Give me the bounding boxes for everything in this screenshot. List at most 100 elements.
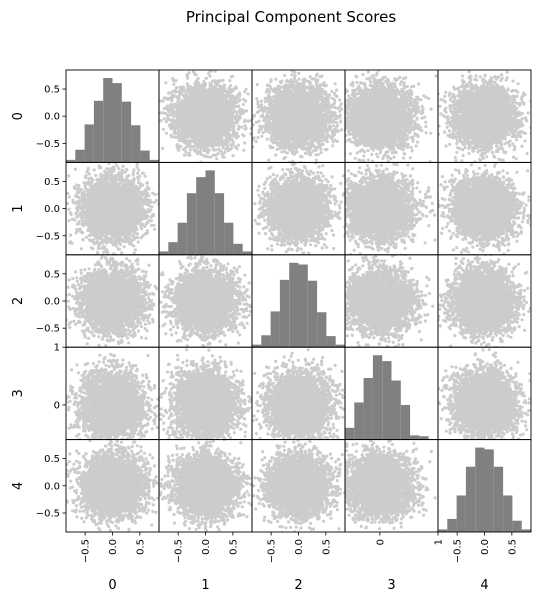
hist-bar-3-4 [382, 361, 392, 440]
panel-0-2 [251, 69, 346, 163]
x-axis-label-4: 4 [480, 578, 488, 593]
hist-bar-0-5 [112, 83, 122, 163]
hist-bar-0-9 [149, 159, 159, 163]
hist-bar-2-1 [261, 335, 271, 348]
hist-bar-0-0 [66, 159, 76, 163]
axis-labels: −0.5 0.0 0.5 0 −0.5 0.0 0.5 1 −0.5 0.0 0.5 2 0 1 3 −0.5… [11, 85, 518, 593]
scatter-points-0-2 [252, 70, 345, 163]
y-tick-label: 0.5 [44, 454, 60, 465]
y-axis-label-2: 2 [11, 297, 26, 305]
hist-bar-1-5 [205, 170, 215, 255]
panel-4-4 [437, 439, 532, 533]
scatter-points-4-1 [159, 439, 252, 533]
x-tick-label: −0.5 [174, 539, 185, 563]
scatter-points-4-3 [345, 439, 438, 533]
panel-1-1 [158, 161, 253, 256]
y-tick-label: 0 [54, 400, 60, 411]
scatter-points-4-0 [66, 439, 159, 533]
scatter-points-1-2 [252, 162, 345, 255]
hist-bar-1-0 [159, 251, 169, 255]
hist-bar-2-0 [252, 344, 262, 348]
scatter-points-1-0 [66, 162, 159, 255]
x-tick-label: 0.5 [507, 539, 518, 555]
hist-bar-1-9 [242, 251, 252, 255]
x-tick-label: 0 [375, 539, 386, 545]
y-tick-label: 0.0 [44, 481, 60, 492]
hist-bar-3-2 [363, 377, 373, 440]
hist-bar-2-4 [289, 262, 299, 348]
scatter-points-2-1 [159, 254, 252, 348]
panel-4-2 [251, 439, 346, 533]
x-tick-label: 0.0 [201, 539, 212, 555]
hist-bar-4-4 [475, 447, 485, 532]
hist-bar-4-9 [521, 529, 531, 532]
scatter-points-3-4 [438, 348, 531, 440]
chart-title: Principal Component Scores [186, 8, 397, 26]
y-tick-label: −0.5 [36, 139, 60, 150]
hist-bar-2-7 [317, 312, 327, 348]
x-axis-label-3: 3 [387, 578, 395, 593]
y-tick-label: 0.5 [44, 85, 60, 96]
x-tick-label: −0.5 [453, 539, 464, 563]
y-axis-label-4: 4 [11, 482, 26, 490]
panel-0-0 [65, 69, 160, 163]
hist-bar-1-4 [196, 177, 206, 255]
panel-4-1 [158, 439, 253, 533]
x-tick-label: −0.5 [81, 539, 92, 563]
panel-3-3 [344, 346, 439, 441]
panel-2-0 [65, 254, 160, 348]
y-tick-label: 0.0 [44, 204, 60, 215]
panel-0-1 [158, 69, 253, 163]
hist-bar-0-7 [131, 125, 141, 163]
hist-bar-4-5 [484, 449, 494, 532]
scatter-points-2-3 [345, 254, 438, 348]
scatter-points-4-2 [252, 439, 345, 533]
hist-bar-4-7 [503, 495, 513, 532]
y-tick-label: −0.5 [36, 508, 60, 519]
panel-1-2 [251, 161, 346, 256]
scatter-points-2-0 [66, 254, 159, 348]
panel-0-4 [437, 69, 532, 163]
hist-bar-3-7 [410, 435, 420, 440]
x-tick-label: 0.5 [321, 539, 332, 555]
x-tick-label: −0.5 [267, 539, 278, 563]
panel-2-3 [344, 254, 439, 348]
y-tick-label: 0.0 [44, 112, 60, 123]
x-axis-label-2: 2 [294, 578, 302, 593]
scatter-points-3-1 [159, 348, 252, 440]
y-tick-label: 0.5 [44, 269, 60, 280]
hist-bar-4-6 [493, 466, 504, 532]
panel-2-4 [437, 254, 532, 348]
y-tick-label: 0.0 [44, 297, 60, 308]
hist-bar-1-1 [168, 242, 178, 255]
hist-bar-1-8 [233, 243, 243, 255]
x-tick-label: 0.5 [135, 539, 146, 555]
hist-bar-0-4 [103, 78, 113, 163]
hist-bar-3-1 [354, 402, 364, 440]
hist-bar-3-5 [391, 380, 401, 440]
x-axis-label-1: 1 [201, 578, 209, 593]
hist-bar-2-2 [270, 311, 280, 348]
scatter-points-0-1 [159, 70, 252, 163]
scatter-points-2-4 [438, 254, 531, 348]
hist-bar-4-1 [447, 518, 457, 532]
hist-bar-3-8 [419, 436, 429, 440]
x-tick-label: 0.5 [228, 539, 239, 555]
panel-grid [65, 69, 532, 533]
hist-bar-1-6 [214, 193, 225, 255]
y-axis-label-1: 1 [11, 204, 26, 212]
hist-bar-3-6 [400, 404, 411, 440]
panel-2-2 [251, 254, 346, 348]
hist-bar-4-0 [438, 529, 448, 532]
scatter-points-1-4 [438, 162, 531, 255]
panel-4-3 [344, 439, 439, 533]
x-tick-label: 1 [434, 539, 445, 545]
hist-bar-1-3 [186, 193, 197, 255]
hist-bar-4-2 [456, 495, 466, 532]
x-tick-label: 0.0 [108, 539, 119, 555]
panel-1-4 [437, 161, 532, 256]
panel-1-0 [65, 161, 160, 256]
y-axis-label-0: 0 [11, 112, 26, 120]
panel-2-1 [158, 254, 253, 348]
panel-4-0 [65, 439, 160, 533]
